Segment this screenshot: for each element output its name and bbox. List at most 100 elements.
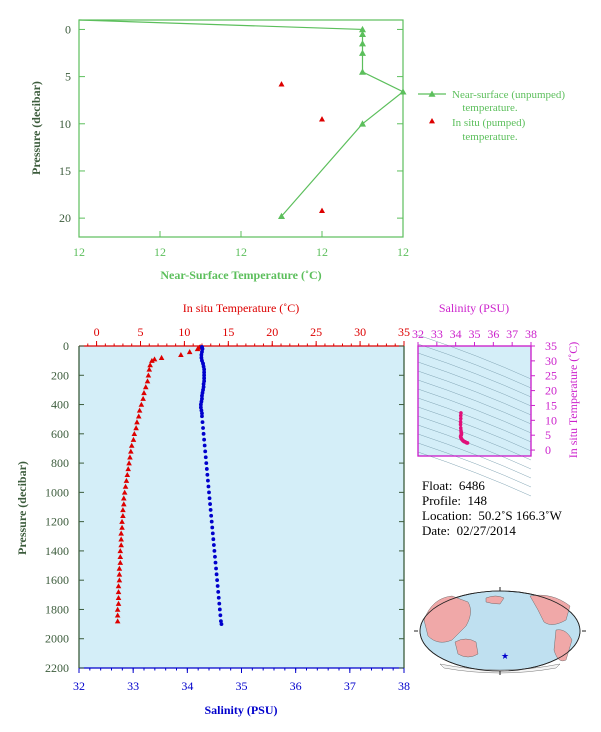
near-surface-point bbox=[359, 49, 366, 56]
pressure-profile-chart: 0200400600800100012001400160018002000220… bbox=[15, 301, 410, 717]
pressure-tick-label: 1600 bbox=[45, 573, 69, 587]
ts-temperature-tick-label: 35 bbox=[545, 339, 557, 353]
temperature-point bbox=[142, 384, 149, 390]
plot-frame bbox=[78, 19, 404, 238]
salinity-thick-segment bbox=[200, 348, 204, 353]
date-value: 02/27/2014 bbox=[456, 523, 516, 538]
salinity-point bbox=[216, 595, 221, 600]
legend-label: temperature. bbox=[462, 102, 518, 114]
temperature-point bbox=[117, 553, 124, 560]
pressure-tick-label: 200 bbox=[51, 368, 69, 382]
pressure-tick-label: 600 bbox=[51, 427, 69, 441]
map-land-islands bbox=[485, 595, 505, 605]
salinity-point bbox=[203, 449, 208, 454]
salinity-point bbox=[208, 508, 213, 512]
ts-salinity-tick-label: 33 bbox=[431, 327, 443, 341]
temperature-point bbox=[125, 466, 131, 472]
x-tick-label: 12 bbox=[316, 245, 328, 259]
ts-point bbox=[458, 420, 463, 424]
salinity-point bbox=[205, 472, 210, 477]
temperature-tick-label: 15 bbox=[222, 325, 234, 339]
pressure-tick-label: 1800 bbox=[45, 602, 69, 616]
salinity-point bbox=[201, 431, 206, 436]
near-surface-point bbox=[359, 40, 366, 47]
pressure-tick-label: 1200 bbox=[45, 515, 69, 529]
salinity-point bbox=[211, 537, 216, 542]
density-contour bbox=[417, 397, 532, 443]
salinity-point bbox=[212, 549, 217, 553]
temperature-point bbox=[119, 518, 125, 524]
salinity-thick-segment bbox=[202, 380, 206, 385]
salinity-thick-segment bbox=[201, 389, 205, 394]
legend-red-swatch bbox=[429, 118, 435, 124]
temperature-point bbox=[158, 354, 165, 360]
temperature-point bbox=[120, 507, 126, 513]
salinity-thick-segment bbox=[200, 346, 204, 350]
ts-salinity-label: Salinity (PSU) bbox=[439, 301, 509, 315]
temperature-point bbox=[116, 571, 123, 577]
temperature-point bbox=[120, 495, 127, 501]
ts-salinity-tick-label: 35 bbox=[469, 327, 481, 341]
location-label: Location: bbox=[422, 508, 472, 523]
ts-temperature-tick-label: 20 bbox=[545, 384, 557, 398]
ts-temperature-tick-label: 0 bbox=[545, 443, 551, 457]
ts-salinity-tick-label: 32 bbox=[412, 327, 424, 341]
temperature-point bbox=[140, 395, 146, 401]
near-surface-point bbox=[359, 25, 366, 33]
temperature-point bbox=[115, 583, 122, 589]
temperature-point bbox=[126, 460, 132, 466]
profile-value: 148 bbox=[467, 493, 488, 508]
pressure-axis-label: Pressure (decibar) bbox=[15, 461, 29, 555]
salinity-point bbox=[207, 490, 211, 495]
salinity-point bbox=[219, 622, 224, 626]
temperature-point bbox=[178, 351, 184, 358]
salinity-point bbox=[213, 554, 217, 559]
temperature-tick-label: 10 bbox=[178, 325, 190, 339]
temperature-tick-label: 25 bbox=[310, 325, 322, 339]
plot-background bbox=[79, 346, 404, 668]
pressure-tick-label: 2200 bbox=[45, 661, 69, 675]
temperature-point bbox=[147, 362, 153, 368]
salinity-tick-label: 32 bbox=[73, 679, 85, 693]
salinity-thick-segment bbox=[201, 363, 206, 367]
salinity-point bbox=[216, 589, 221, 594]
density-contour bbox=[417, 370, 532, 416]
temperature-point bbox=[146, 366, 153, 372]
salinity-point bbox=[217, 601, 222, 606]
temperature-tick-label: 20 bbox=[266, 325, 278, 339]
temperature-point bbox=[136, 407, 143, 413]
salinity-thick-segment bbox=[202, 366, 206, 370]
in-situ-point bbox=[319, 116, 325, 122]
float-location-marker: ★ bbox=[501, 652, 509, 662]
temperature-point bbox=[131, 431, 138, 437]
float-label: Float: bbox=[422, 478, 453, 493]
profile-row: Profile: 148 bbox=[422, 493, 562, 508]
y-tick-label: 10 bbox=[59, 117, 71, 131]
salinity-point bbox=[199, 408, 204, 413]
ts-temperature-tick-label: 5 bbox=[545, 428, 551, 442]
float-info-panel: Float: 6486 Profile: 148 Location: 50.2˚… bbox=[422, 478, 562, 538]
ts-salinity-tick-label: 34 bbox=[450, 327, 462, 341]
temperature-point bbox=[116, 565, 123, 571]
salinity-point bbox=[204, 461, 209, 465]
near-surface-point bbox=[359, 68, 366, 75]
salinity-point bbox=[214, 572, 219, 577]
density-contour bbox=[417, 388, 532, 434]
temperature-point bbox=[133, 425, 139, 431]
salinity-tick-label: 34 bbox=[181, 679, 193, 693]
salinity-point bbox=[213, 560, 218, 565]
temperature-point bbox=[115, 589, 122, 595]
density-contour bbox=[417, 361, 532, 407]
temperature-point bbox=[130, 436, 137, 442]
salinity-tick-label: 38 bbox=[398, 679, 410, 693]
temperature-point bbox=[120, 501, 127, 507]
x-tick-label: 12 bbox=[235, 245, 247, 259]
map-land-north-america bbox=[529, 594, 571, 625]
salinity-point bbox=[207, 496, 212, 501]
salinity-point bbox=[201, 426, 205, 430]
salinity-thick-segment bbox=[201, 386, 206, 391]
in-situ-point bbox=[278, 81, 285, 87]
x-tick-label: 12 bbox=[73, 245, 85, 259]
near-surface-point bbox=[359, 120, 366, 127]
